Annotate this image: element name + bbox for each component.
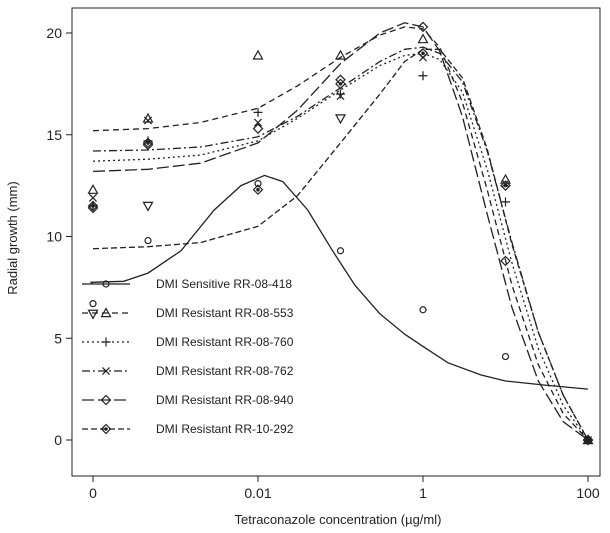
data-point [417,33,429,44]
data-point [87,200,99,212]
legend-label: DMI Resistant RR-08-940 [156,393,294,407]
plot-frame [71,7,601,477]
data-point [501,352,510,361]
series-line [92,48,589,441]
y-tick-label: 15 [46,127,62,143]
data-point [252,49,264,60]
data-point [254,179,262,188]
x-tick-label: 100 [576,485,600,501]
data-point [87,183,99,194]
legend-marker [100,423,112,435]
data-point [87,309,99,320]
data-point-center [256,187,260,192]
x-tick-label: 0 [89,485,97,501]
legend: DMI Sensitive RR-08-418 DMI Resistant RR-… [82,277,294,436]
legend-marker [100,307,112,318]
data-point [334,49,347,60]
legend-marker [102,280,110,288]
legend-item: DMI Sensitive RR-08-418 [82,277,292,291]
y-axis-title: Radial growth (mm) [5,181,20,294]
legend-item: DMI Resistant RR-08-762 [82,364,294,378]
data-point [501,179,510,188]
series-3 [88,52,593,445]
series-6 [87,48,594,446]
legend-label: DMI Resistant RR-08-553 [156,306,294,320]
y-tick-label: 5 [54,330,62,346]
data-point-center [146,141,150,145]
data-point [142,139,154,151]
series-line [90,174,589,390]
data-point [334,114,347,125]
data-point [143,116,153,125]
data-point [336,247,345,255]
data-point [500,180,511,191]
series-5 [87,21,594,446]
y-tick-label: 20 [46,25,62,41]
y-tick-label: 10 [46,229,62,245]
axes: 0 5 10 15 20 0 0.01 1 100 [46,7,601,501]
x-tick-label: 0.01 [244,485,271,501]
legend-label: DMI Resistant RR-08-760 [156,335,294,349]
data-point [89,300,97,308]
data-point [88,193,98,202]
y-tick-label: 0 [54,432,62,448]
series-4 [88,46,593,445]
data-point-center [338,82,343,86]
series-line [92,26,589,441]
data-point [253,118,263,127]
legend-marker [101,337,111,347]
series-line [92,52,589,441]
legend-item: DMI Resistant RR-10-292 [82,422,294,436]
legend-marker-center [104,427,108,431]
legend-item: DMI Resistant RR-08-553 [82,306,294,320]
data-point [335,78,346,90]
data-point [501,197,510,207]
series-layer [87,21,594,446]
data-point-center [503,183,508,188]
data-point-endpoint [584,436,592,444]
x-tick-label: 1 [419,485,427,501]
data-point [417,48,429,59]
data-point [336,89,345,99]
legend-item: DMI Resistant RR-08-760 [82,335,294,349]
data-point [336,92,345,101]
data-point [419,306,427,314]
data-point-center [421,51,425,56]
data-point [252,123,264,134]
legend-marker [101,366,111,376]
series-line [92,46,589,441]
series-2 [87,26,594,445]
data-point [253,107,263,117]
data-point [87,202,99,214]
data-point [142,201,154,212]
data-point [417,21,429,33]
legend-label: DMI Resistant RR-08-762 [156,364,294,378]
legend-label: DMI Resistant RR-10-292 [156,422,294,436]
data-point [142,137,154,149]
x-axis-title: Tetraconazole concentration (µg/ml) [235,512,442,527]
series-line [92,22,589,441]
data-point-center [91,204,95,208]
legend-marker [100,394,112,406]
data-point [144,236,152,245]
data-point [500,255,511,267]
legend-item: DMI Resistant RR-08-940 [82,393,294,407]
data-point [252,184,264,196]
data-point [418,71,428,81]
legend-label: DMI Sensitive RR-08-418 [156,277,292,291]
